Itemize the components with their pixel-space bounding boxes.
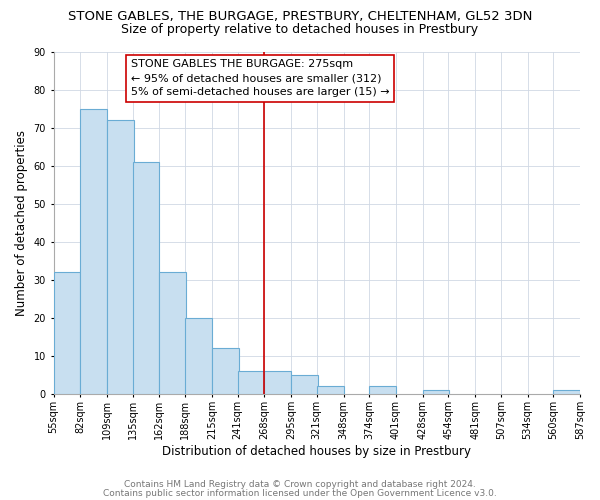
Bar: [80, 108, 107, 394]
Bar: [107, 120, 134, 394]
Text: STONE GABLES THE BURGAGE: 275sqm
← 95% of detached houses are smaller (312)
5% o: STONE GABLES THE BURGAGE: 275sqm ← 95% o…: [131, 59, 389, 97]
Text: Size of property relative to detached houses in Prestbury: Size of property relative to detached ho…: [121, 22, 479, 36]
Bar: [553, 390, 580, 394]
Bar: [160, 272, 186, 394]
Bar: [369, 386, 396, 394]
Y-axis label: Number of detached properties: Number of detached properties: [15, 130, 28, 316]
Text: Contains HM Land Registry data © Crown copyright and database right 2024.: Contains HM Land Registry data © Crown c…: [124, 480, 476, 489]
Bar: [291, 375, 318, 394]
Bar: [212, 348, 239, 394]
Bar: [265, 371, 291, 394]
Bar: [422, 390, 449, 394]
Bar: [238, 371, 265, 394]
Bar: [133, 162, 160, 394]
X-axis label: Distribution of detached houses by size in Prestbury: Distribution of detached houses by size …: [162, 444, 471, 458]
Text: STONE GABLES, THE BURGAGE, PRESTBURY, CHELTENHAM, GL52 3DN: STONE GABLES, THE BURGAGE, PRESTBURY, CH…: [68, 10, 532, 23]
Bar: [317, 386, 344, 394]
Bar: [185, 318, 212, 394]
Bar: [53, 272, 80, 394]
Text: Contains public sector information licensed under the Open Government Licence v3: Contains public sector information licen…: [103, 489, 497, 498]
